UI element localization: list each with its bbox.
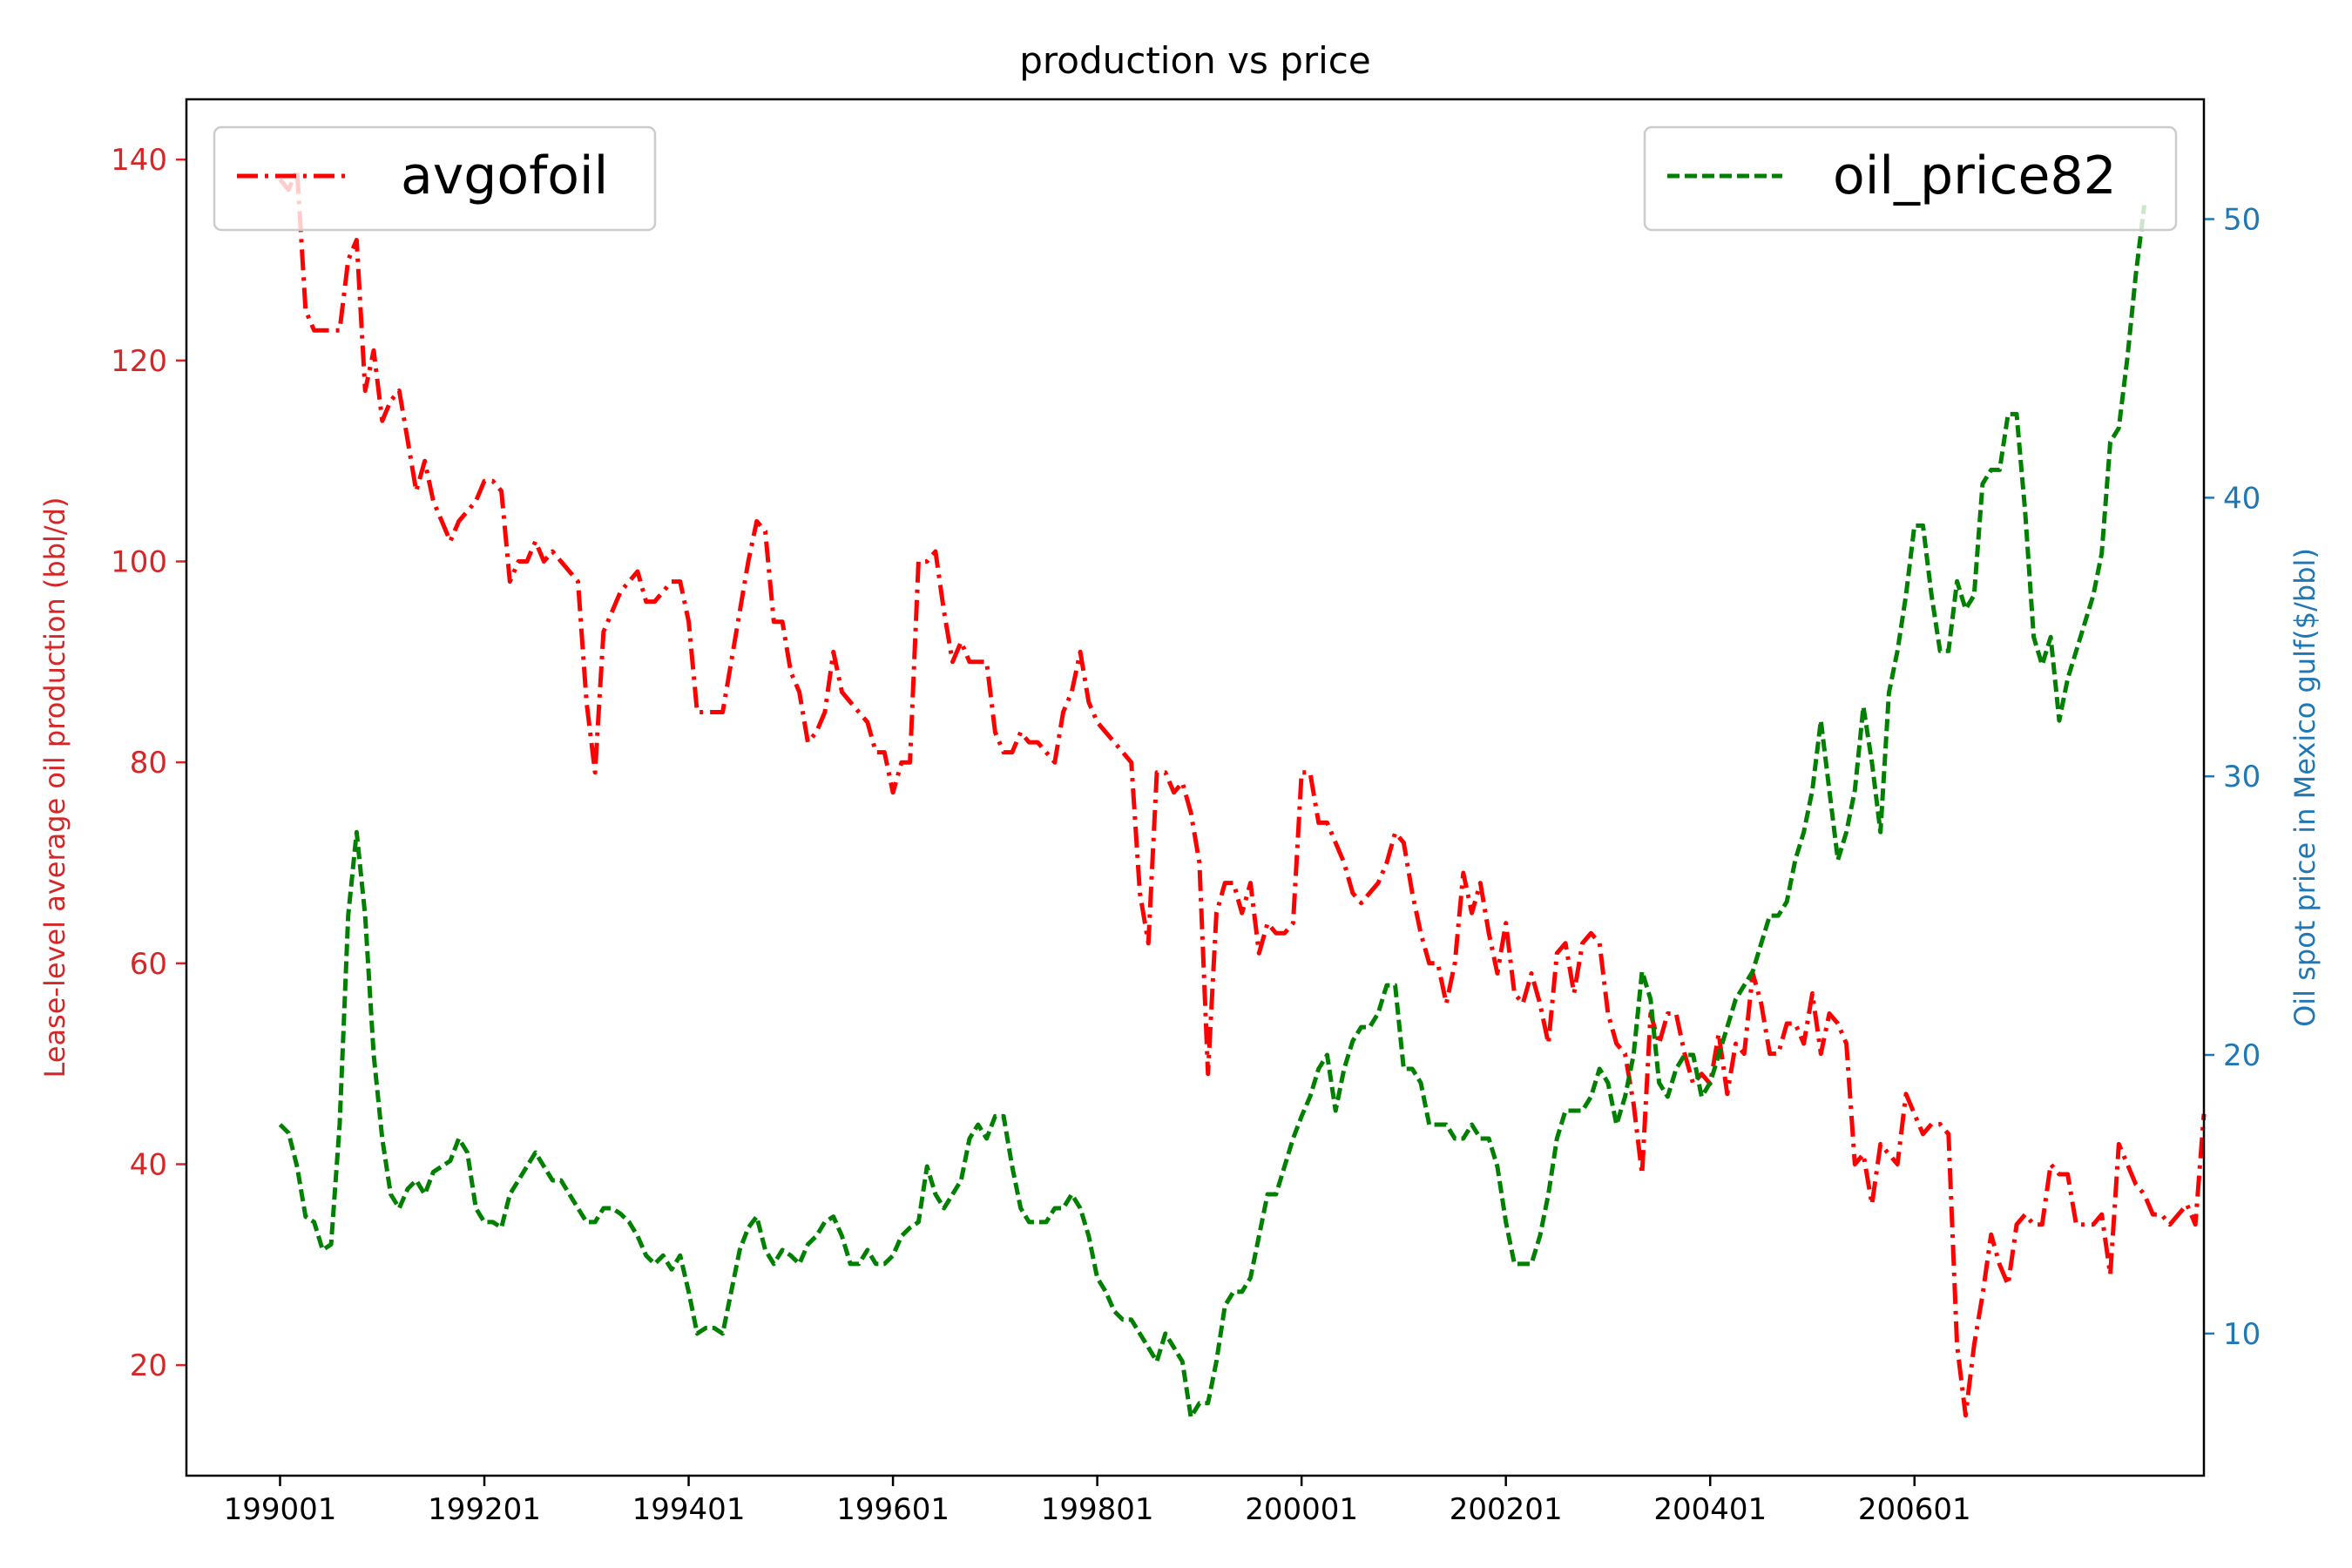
- x-tick-label: 199401: [632, 1492, 746, 1527]
- x-tick-label: 200601: [1858, 1492, 1971, 1527]
- legend-label-oil-price82: oil_price82: [1833, 145, 2117, 206]
- x-tick-label: 199601: [836, 1492, 950, 1527]
- left-tick-label: 140: [111, 143, 167, 178]
- right-tick-label: 50: [2223, 203, 2261, 238]
- plot-frame: [185, 98, 2206, 1477]
- plot-background: [186, 99, 2204, 1476]
- x-tick-label: 200201: [1450, 1492, 1563, 1527]
- left-tick-label: 120: [111, 344, 167, 379]
- legend-left: avgofoil: [213, 125, 657, 232]
- x-tick-label: 200001: [1245, 1492, 1358, 1527]
- right-axis-label: Oil spot price in Mexico gulf($/bbl): [2288, 548, 2322, 1027]
- legend-left-box: [213, 125, 657, 232]
- right-axis-ticks: 10 20 30 40 50: [2204, 203, 2261, 1352]
- left-axis-ticks: 20 40 60 80 100 120 140: [111, 143, 186, 1383]
- left-tick-label: 80: [130, 746, 167, 781]
- legend-right-box: [1643, 125, 2178, 232]
- x-tick-label: 200401: [1653, 1492, 1767, 1527]
- chart-title: production vs price: [1019, 39, 1371, 82]
- right-tick-label: 30: [2223, 760, 2261, 794]
- left-tick-label: 60: [130, 947, 167, 982]
- x-axis-ticks: 199001 199201 199401 199601 199801 200001 2002…: [224, 1476, 1971, 1527]
- x-tick-label: 199801: [1041, 1492, 1154, 1527]
- right-tick-label: 20: [2223, 1038, 2261, 1073]
- legend-label-avgofoil: avgofoil: [401, 145, 608, 206]
- left-tick-label: 20: [130, 1348, 167, 1383]
- right-tick-label: 40: [2223, 481, 2261, 516]
- left-tick-label: 100: [111, 545, 167, 580]
- left-tick-label: 40: [130, 1147, 167, 1182]
- left-axis-label: Lease-level average oil production (bbl/…: [38, 497, 71, 1078]
- x-tick-label: 199001: [224, 1492, 337, 1527]
- series-line-avgofoil: [278, 167, 2207, 1418]
- legend-right: oil_price82: [1643, 125, 2178, 232]
- series-line-oil-price82: [278, 205, 2147, 1420]
- x-tick-label: 199201: [428, 1492, 541, 1527]
- right-tick-label: 10: [2223, 1317, 2261, 1352]
- series-layer: [278, 167, 2207, 1420]
